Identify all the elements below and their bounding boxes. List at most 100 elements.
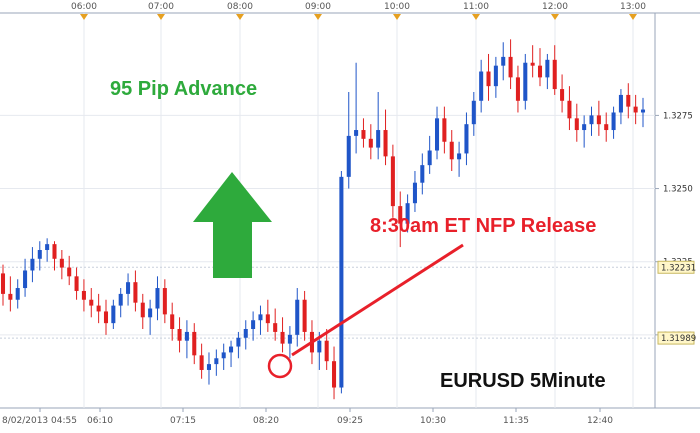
candles: [0, 39, 646, 400]
candle-body: [332, 361, 337, 388]
candle-body: [324, 340, 329, 362]
bottom-tick-label: 11:35: [503, 416, 529, 426]
bottom-tick-label: 08:20: [253, 416, 279, 426]
bottom-tick-label: 07:15: [170, 416, 196, 426]
candle-body: [229, 346, 234, 353]
price-marker-box: [657, 331, 695, 345]
candle-body: [552, 59, 557, 90]
candle-body: [457, 153, 462, 160]
candle-body: [221, 352, 226, 359]
candle-body: [354, 130, 359, 136]
candle-body: [471, 100, 476, 125]
candle-body: [45, 244, 50, 250]
candle-body: [30, 258, 35, 271]
top-time-axis: 06:00 07:00 08:00 09:00 10:00 11:00 12:00 13:00: [71, 2, 646, 20]
top-tick-label: 13:00: [620, 2, 646, 12]
candle-body: [412, 182, 417, 204]
session-marker-icon: [236, 14, 244, 20]
candle-body: [243, 329, 248, 338]
candle-body: [530, 62, 535, 66]
candle-body: [596, 115, 601, 125]
bottom-time-axis: 8/02/2013 04:55 06:10 07:15 08:20 09:25 10:30…: [2, 408, 613, 426]
grid-lines: [0, 13, 655, 408]
candle-body: [133, 282, 138, 303]
session-marker-icon: [393, 14, 401, 20]
candle-body: [8, 293, 13, 300]
candle-body: [37, 250, 42, 259]
candle-body: [435, 118, 440, 151]
top-tick-label: 10:00: [384, 2, 410, 12]
candle-body: [560, 89, 565, 101]
candle-body: [177, 329, 182, 341]
candle-body: [184, 331, 189, 341]
candle-body: [103, 311, 109, 324]
candle-body: [118, 293, 123, 306]
candle-body: [611, 112, 616, 131]
candle-body: [287, 334, 292, 344]
top-tick-label: 06:00: [71, 2, 97, 12]
candle-body: [346, 135, 351, 177]
candle-body: [486, 71, 491, 87]
candle-body: [236, 337, 241, 347]
candle-body: [317, 340, 322, 353]
price-marker-label: 1.31989: [661, 334, 696, 344]
candle-body: [390, 156, 395, 207]
candle-body: [192, 331, 197, 356]
candle-body: [589, 115, 594, 125]
candle-body: [199, 355, 204, 370]
candle-body: [111, 305, 116, 324]
release-pointer-line: [291, 243, 464, 357]
session-marker-icon: [157, 14, 165, 20]
candle-body: [96, 305, 101, 312]
candle-body: [206, 364, 211, 370]
candle-body: [582, 124, 587, 131]
candle-body: [479, 71, 484, 101]
candle-body: [67, 267, 72, 277]
candle-body: [251, 320, 256, 329]
release-annotation: 8:30am ET NFP Release: [370, 215, 596, 237]
advance-annotation: 95 Pip Advance: [110, 78, 257, 100]
candle-body: [273, 323, 278, 332]
candle-body: [508, 56, 513, 78]
top-tick-label: 09:00: [305, 2, 331, 12]
candle-body: [15, 288, 20, 300]
bottom-tick-label: 06:10: [87, 416, 113, 426]
top-tick-label: 07:00: [148, 2, 174, 12]
candle-body: [515, 77, 520, 101]
candle-body: [398, 206, 403, 224]
candle-body: [140, 302, 145, 318]
candle-body: [0, 273, 6, 294]
session-marker-icon: [80, 14, 88, 20]
top-tick-label: 11:00: [463, 2, 489, 12]
up-arrow-icon: [193, 172, 272, 278]
candle-body: [449, 141, 454, 160]
candle-body: [640, 109, 646, 113]
candle-body: [265, 314, 270, 324]
candle-body: [523, 62, 528, 101]
candle-body: [493, 65, 498, 87]
candle-body: [427, 150, 432, 166]
candle-body: [126, 282, 131, 294]
bottom-tick-label: 09:25: [337, 416, 363, 426]
candle-body: [383, 130, 388, 157]
candle-body: [604, 124, 609, 131]
candle-body: [501, 56, 506, 66]
top-tick-label: 08:00: [227, 2, 253, 12]
candle-body: [339, 176, 344, 388]
session-marker-icon: [629, 14, 637, 20]
session-marker-icon: [551, 14, 559, 20]
candle-body: [545, 59, 550, 78]
candle-body: [214, 358, 219, 365]
top-tick-label: 12:00: [542, 2, 568, 12]
candle-body: [537, 65, 543, 78]
session-marker-icon: [314, 14, 322, 20]
candle-body: [633, 106, 638, 113]
candle-body: [74, 276, 79, 291]
candle-body: [59, 258, 64, 268]
candle-body: [162, 288, 167, 315]
bottom-tick-label: 8/02/2013 04:55: [2, 416, 77, 426]
candle-body: [442, 118, 447, 142]
